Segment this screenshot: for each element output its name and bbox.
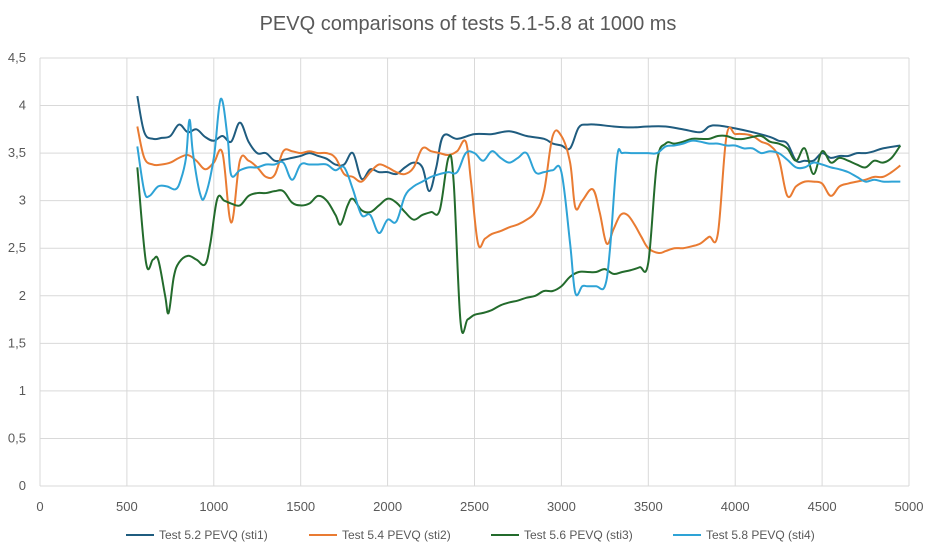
- y-tick-label: 4,5: [8, 50, 26, 65]
- x-tick-label: 5000: [895, 499, 924, 514]
- legend-label: Test 5.8 PEVQ (sti4): [706, 528, 815, 542]
- y-tick-label: 1: [19, 383, 26, 398]
- x-tick-label: 2000: [373, 499, 402, 514]
- series-line-1: [136, 95, 901, 193]
- y-tick-label: 1,5: [8, 335, 26, 350]
- x-tick-label: 1000: [199, 499, 228, 514]
- x-tick-label: 4000: [721, 499, 750, 514]
- y-tick-label: 3: [19, 193, 26, 208]
- x-tick-label: 500: [116, 499, 138, 514]
- y-tick-label: 3,5: [8, 145, 26, 160]
- legend-label: Test 5.4 PEVQ (sti2): [342, 528, 451, 542]
- grid-lines: [39, 57, 910, 487]
- x-tick-label: 0: [36, 499, 43, 514]
- legend-item-2: Test 5.4 PEVQ (sti2): [309, 528, 451, 542]
- chart-title: PEVQ comparisons of tests 5.1-5.8 at 100…: [260, 13, 677, 35]
- x-tick-label: 1500: [286, 499, 315, 514]
- x-tick-label: 4500: [808, 499, 837, 514]
- x-tick-label: 3000: [547, 499, 576, 514]
- series-line-3: [136, 134, 902, 334]
- x-axis-ticks: 0 500 1000 1500 2000 2500 3000 3500 4000 4500 5000: [36, 499, 923, 514]
- legend-item-1: Test 5.2 PEVQ (sti1): [126, 528, 268, 542]
- series-line-4: [136, 97, 901, 297]
- x-tick-label: 3500: [634, 499, 663, 514]
- legend-item-4: Test 5.8 PEVQ (sti4): [673, 528, 815, 542]
- x-tick-label: 2500: [460, 499, 489, 514]
- series-line-2: [136, 126, 901, 255]
- legend-label: Test 5.6 PEVQ (sti3): [524, 528, 633, 542]
- legend-label: Test 5.2 PEVQ (sti1): [159, 528, 268, 542]
- legend: Test 5.2 PEVQ (sti1) Test 5.4 PEVQ (sti2)…: [126, 528, 815, 542]
- y-tick-label: 2,5: [8, 240, 26, 255]
- y-tick-label: 2: [19, 288, 26, 303]
- y-tick-label: 0,5: [8, 430, 26, 445]
- legend-item-3: Test 5.6 PEVQ (sti3): [491, 528, 633, 542]
- series-lines: [136, 95, 902, 334]
- y-axis-ticks: 0 0,5 1 1,5 2 2,5 3 3,5 4 4,5: [8, 50, 26, 493]
- y-tick-label: 0: [19, 478, 26, 493]
- y-tick-label: 4: [19, 98, 26, 113]
